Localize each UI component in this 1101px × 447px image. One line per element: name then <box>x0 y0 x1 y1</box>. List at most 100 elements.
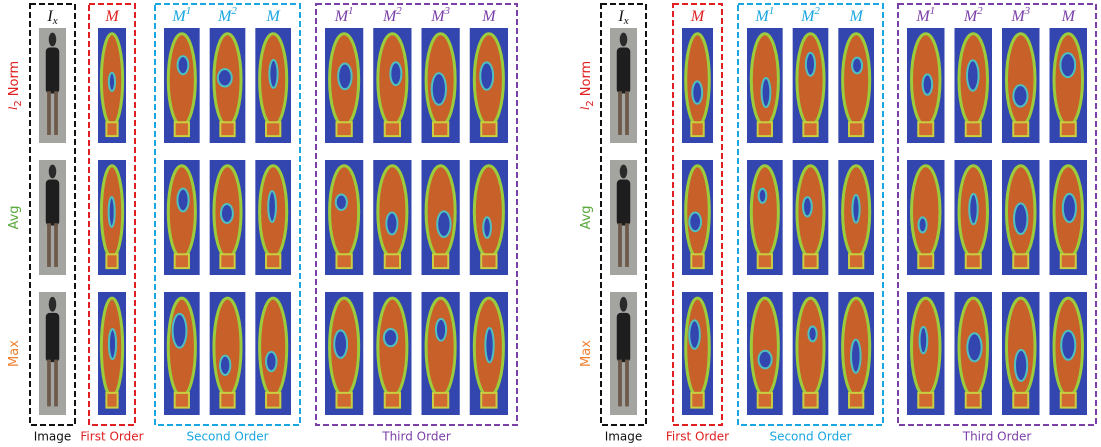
heatmap-region <box>109 73 115 91</box>
person-head <box>49 165 57 179</box>
heatmap-region <box>691 122 703 136</box>
group-label: Image <box>34 430 72 444</box>
heatmap-region <box>480 62 493 89</box>
person-leg <box>625 360 629 407</box>
group-label: First Order <box>80 430 143 444</box>
heatmap-region <box>220 254 234 268</box>
heatmap-region <box>386 212 397 234</box>
column-header-sup: 1 <box>930 5 936 17</box>
row-label: Max <box>579 340 594 367</box>
heatmap-region <box>106 254 117 268</box>
heatmap-region <box>919 217 927 232</box>
heatmap-region <box>849 122 863 136</box>
heatmap-region <box>918 122 933 136</box>
heatmap-region <box>109 197 115 227</box>
heatmap-region <box>797 34 824 126</box>
heatmap-region <box>1013 254 1028 268</box>
heatmap-region <box>433 122 448 136</box>
column-header-sup: 2 <box>977 5 983 17</box>
column-header-text: M <box>104 8 120 25</box>
column-header-text: M <box>266 8 282 25</box>
heatmap-region <box>691 393 703 408</box>
column-header-sup: 3 <box>1024 5 1031 17</box>
heatmap-region <box>221 204 233 223</box>
heatmap-region <box>378 298 407 396</box>
heatmap-region <box>1061 393 1076 408</box>
person-head <box>620 33 628 47</box>
column-header-sup: 2 <box>814 5 820 17</box>
heatmap-region <box>385 393 400 408</box>
heatmap-region <box>1061 254 1076 268</box>
heatmap-region <box>849 254 863 268</box>
heatmap-region <box>759 351 772 369</box>
person-leg <box>625 91 629 135</box>
heatmap-region <box>433 393 448 408</box>
column-header: M <box>1061 8 1077 25</box>
column-header: M <box>690 8 706 25</box>
column-header: M1 <box>754 5 774 25</box>
heatmap-region <box>481 122 496 136</box>
heatmap-region <box>432 73 446 105</box>
heatmap-region <box>689 320 700 348</box>
column-header-sub: x <box>52 15 58 27</box>
heatmap-region <box>751 166 778 258</box>
heatmap-region <box>803 254 817 268</box>
row-label-text: Max <box>7 340 22 367</box>
column-header-sup: 1 <box>769 5 775 17</box>
column-header: Ix <box>617 8 628 27</box>
person-leg <box>54 360 58 407</box>
heatmap-region <box>803 122 817 136</box>
column-header-sup: 1 <box>186 5 192 17</box>
column-header-text: M <box>690 8 706 25</box>
person-leg <box>54 223 58 267</box>
row-label-text: Avg <box>7 205 22 229</box>
column-header: M1 <box>171 5 191 25</box>
heatmap-region <box>966 122 981 136</box>
column-header-text: M <box>849 8 865 25</box>
heatmap-region <box>106 122 117 136</box>
heatmap-region <box>918 254 933 268</box>
heatmap-region <box>173 314 187 348</box>
heatmap-region <box>1007 34 1036 126</box>
person-body <box>46 48 60 94</box>
heatmap-region <box>758 254 772 268</box>
heatmap-region <box>843 34 870 126</box>
column-header-text: M <box>1061 8 1077 25</box>
column-header: M1 <box>915 5 935 25</box>
column-header: M3 <box>430 5 450 25</box>
row-label: Avg <box>7 205 22 229</box>
person-head <box>620 297 628 312</box>
column-header: M <box>266 8 282 25</box>
heatmap-region <box>334 330 347 357</box>
heatmap-region <box>426 298 455 396</box>
heatmap-region <box>751 298 778 396</box>
row-label-sub: 2 <box>585 100 596 106</box>
heatmap-region <box>1054 34 1083 126</box>
heatmap-region <box>437 211 450 237</box>
heatmap-region <box>689 213 701 232</box>
heatmap-region <box>1013 85 1027 106</box>
heatmap-region <box>338 63 351 89</box>
heatmap-region <box>481 393 496 408</box>
heatmap-region <box>433 254 448 268</box>
person-leg <box>618 91 622 135</box>
heatmap-region <box>268 191 276 222</box>
person-body <box>46 180 60 226</box>
heatmap-region <box>1061 331 1075 360</box>
person-leg <box>47 91 51 135</box>
person-body <box>617 180 631 226</box>
column-header: M2 <box>800 5 820 25</box>
person-leg <box>618 223 622 267</box>
group-label: First Order <box>666 430 729 444</box>
row-label-text: Max <box>579 340 594 367</box>
heatmap-region <box>967 333 981 361</box>
group-label: Third Order <box>962 430 1032 444</box>
heatmap-region <box>483 217 491 237</box>
heatmap-region <box>808 327 816 342</box>
column-header-sup: 2 <box>231 5 237 17</box>
heatmap-region <box>485 328 493 362</box>
person-leg <box>618 360 622 407</box>
person-body <box>617 313 631 362</box>
heatmap-region <box>177 189 188 212</box>
column-header-sup: 3 <box>444 5 451 17</box>
